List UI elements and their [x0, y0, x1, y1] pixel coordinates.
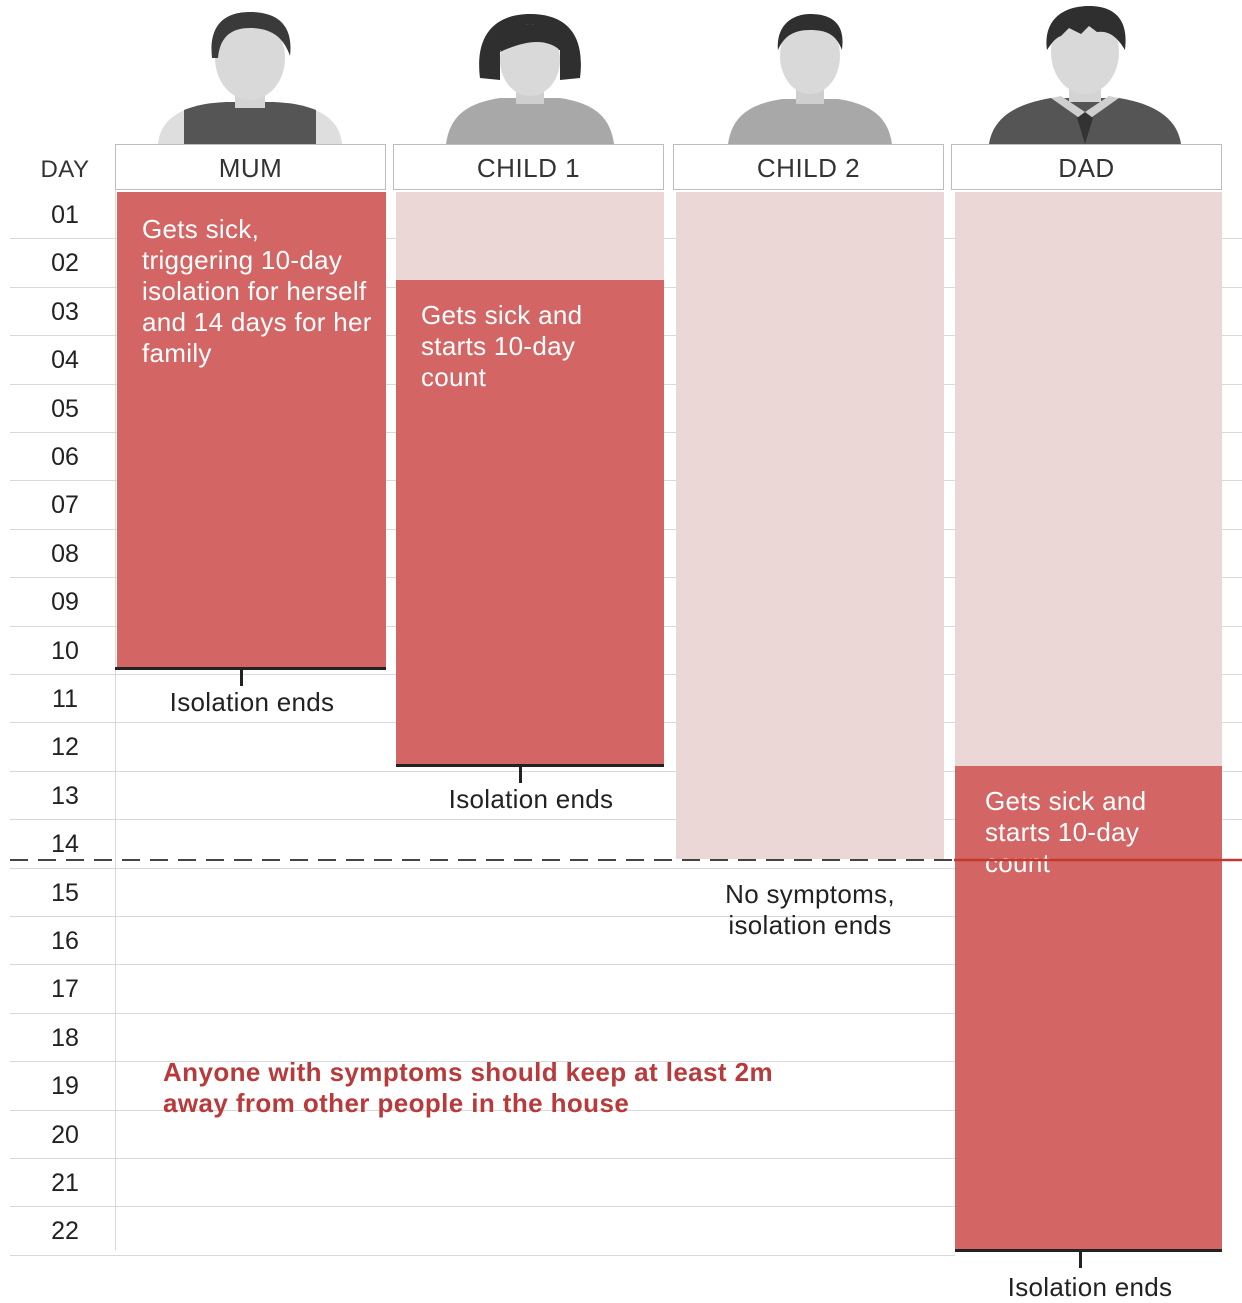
child-1-end-label: Isolation ends	[448, 784, 614, 814]
day-label: 12	[51, 733, 79, 762]
child-1-sick-block	[396, 280, 664, 766]
child-1-isolation-end-tick	[519, 767, 522, 783]
dad-sick-text: Gets sick and starts 10-day count	[985, 786, 1147, 878]
dad-isolation-period	[955, 192, 1222, 766]
day-label: 04	[51, 346, 79, 375]
day-row-gridline	[10, 1061, 955, 1063]
mum-column-header: MUM	[115, 144, 386, 190]
day-column-header: DAY	[40, 156, 90, 183]
day-label: 10	[51, 636, 79, 665]
day-row-gridline	[10, 1254, 955, 1256]
day-row-gridline	[10, 867, 955, 869]
mum-isolation-end-line	[115, 667, 386, 670]
day-label: 18	[51, 1023, 79, 1052]
child-2-column-header: CHILD 2	[673, 144, 944, 190]
day-row-gridline	[10, 770, 1242, 772]
child-2-icon	[728, 14, 892, 144]
day-label: 07	[51, 491, 79, 520]
child-2-isolation-period	[676, 192, 944, 859]
day-label: 14	[51, 830, 79, 859]
day-label: 03	[51, 297, 79, 326]
mum-sick-block	[117, 192, 386, 668]
day-label: 01	[51, 201, 79, 229]
day-label: 22	[51, 1217, 79, 1246]
dad-end-label: Isolation ends	[1007, 1272, 1173, 1302]
mum-isolation-end-tick	[240, 670, 243, 686]
child-1-isolation-period	[396, 192, 664, 280]
day-label: 15	[51, 878, 79, 907]
day-row-gridline	[10, 1012, 955, 1014]
dad-icon	[989, 6, 1181, 144]
day-label: 02	[51, 249, 79, 278]
child-1-isolation-end-line	[396, 764, 664, 767]
day-label: 11	[52, 685, 78, 713]
day-label: 05	[51, 394, 79, 423]
day-label: 19	[51, 1072, 79, 1101]
day-row-gridline	[10, 916, 955, 917]
day-label: 17	[51, 975, 79, 1004]
household-isolation-cutoff-line	[10, 858, 1242, 862]
dad-column-header: DAD	[951, 144, 1222, 190]
dad-isolation-end-line	[955, 1249, 1222, 1252]
child-1-icon	[446, 14, 614, 144]
day-label: 08	[51, 539, 79, 568]
child-1-sick-text: Gets sick and starts 10-day count	[421, 300, 583, 392]
symptoms-distance-note: Anyone with symptoms should keep at leas…	[163, 1057, 773, 1118]
day-label: 06	[51, 443, 79, 471]
child-1-column-header: CHILD 1	[393, 144, 664, 190]
mum-icon	[158, 12, 342, 144]
dad-isolation-end-tick	[1079, 1252, 1082, 1268]
day-label: 21	[51, 1169, 79, 1197]
day-label: 13	[51, 781, 79, 810]
day-label: 20	[51, 1120, 79, 1149]
day-row-gridline	[10, 1206, 955, 1208]
day-row-gridline	[10, 964, 955, 966]
mum-end-label: Isolation ends	[169, 687, 335, 717]
day-label: 16	[51, 927, 79, 955]
dad-sick-block	[955, 766, 1222, 1251]
day-row-gridline	[10, 819, 1242, 821]
day-row-gridline	[10, 1158, 955, 1159]
mum-sick-text: Gets sick, triggering 10-day isolation f…	[142, 214, 372, 368]
day-label: 09	[51, 588, 79, 617]
grid-left-border	[115, 190, 116, 1250]
child-2-end-label: No symptoms, isolation ends	[725, 879, 895, 940]
day-row-gridline	[10, 1109, 955, 1111]
